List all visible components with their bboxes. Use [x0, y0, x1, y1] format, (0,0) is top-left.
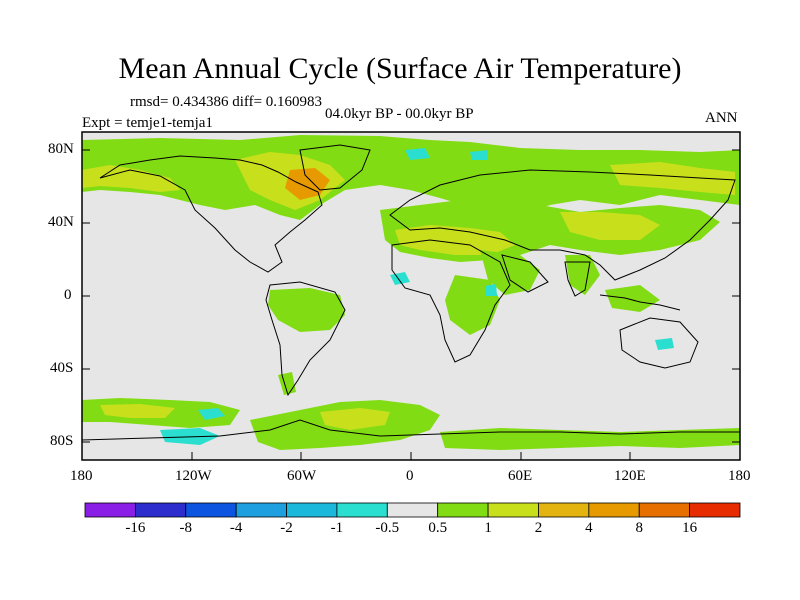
field-asia-warm — [560, 212, 660, 240]
field-southern-ocean-east-warm — [320, 408, 390, 430]
colorbar-swatch — [588, 502, 640, 518]
season-label: ANN — [705, 110, 738, 126]
lon-label-60e: 60E — [508, 468, 533, 484]
field-greenland-hot — [285, 168, 330, 200]
coast-arabia — [501, 254, 549, 293]
colorbar-tick-label: -16 — [125, 520, 146, 536]
anomaly-fields — [82, 135, 740, 450]
colorbar-tick-label: -0.5 — [375, 520, 400, 536]
field-cool-barents — [405, 148, 430, 160]
colorbar-tick-label: -4 — [229, 520, 243, 536]
colorbar-tick-label: -8 — [179, 520, 193, 536]
colorbar-swatch — [235, 502, 287, 518]
colorbar-swatch — [84, 502, 136, 518]
field-india — [565, 255, 600, 295]
field-cool-east-africa — [485, 284, 497, 296]
period-label: 04.0kyr BP - 00.0kyr BP — [325, 106, 474, 122]
field-north-america-arctic — [82, 135, 740, 220]
axis-ticks — [81, 149, 741, 460]
colorbar-tick-label: -1 — [330, 520, 344, 536]
lat-label-0: 0 — [64, 287, 72, 303]
lon-label-60w: 60W — [287, 468, 317, 484]
coast-australia — [619, 317, 699, 369]
lat-label-80s: 80S — [50, 433, 74, 449]
field-mediterranean-warm — [395, 225, 515, 255]
colorbar-swatch — [437, 502, 489, 518]
field-cool-australia — [655, 338, 674, 350]
field-cool-sahara — [390, 272, 410, 285]
coast-africa — [391, 239, 511, 363]
colorbar-tick-label: 1 — [484, 520, 492, 536]
colorbar-tick-label: 2 — [534, 520, 543, 536]
colorbar-swatch — [638, 502, 691, 518]
colorbar-swatch — [538, 502, 590, 518]
coast-south-america — [265, 281, 346, 397]
coast-greenland — [299, 144, 371, 191]
lat-label-40s: 40S — [50, 360, 74, 376]
lon-label-180w: 180 — [70, 468, 93, 484]
colorbar-tick-label: 8 — [635, 520, 643, 536]
field-alaska-warm — [82, 165, 180, 192]
colorbar-tick-label: 0.5 — [428, 520, 448, 536]
colorbar-swatch — [185, 502, 237, 518]
coast-india — [564, 261, 591, 297]
field-southeast-asia — [605, 285, 660, 312]
lat-label-80n: 80N — [48, 141, 74, 157]
colorbar-swatch — [386, 502, 439, 518]
field-antarctic-coast — [440, 428, 740, 450]
coast-north-america — [99, 155, 323, 273]
chart-title: Mean Annual Cycle (Surface Air Temperatu… — [118, 52, 682, 85]
lon-label-180e: 180 — [728, 468, 751, 484]
field-siberia-warm — [610, 162, 735, 195]
colorbar-swatch — [336, 502, 388, 518]
colorbar-swatch — [286, 502, 338, 518]
coast-indonesia — [599, 294, 681, 311]
coast-antarctica — [81, 419, 740, 441]
field-cool-siberia — [470, 150, 488, 160]
colorbar-tick-label: 4 — [585, 520, 593, 536]
coastlines — [81, 144, 740, 441]
experiment-label: Expt = temje1-temja1 — [82, 115, 213, 131]
colorbar-swatch — [689, 502, 741, 518]
colorbar-tick-label: 16 — [682, 520, 698, 536]
stats-label: rmsd= 0.434386 diff= 0.160983 — [130, 94, 323, 110]
colorbar-swatch — [487, 502, 539, 518]
coast-europe-asia — [389, 169, 736, 281]
lon-label-120w: 120W — [175, 468, 212, 484]
colorbar — [84, 502, 741, 518]
field-cool-south-atlantic — [198, 408, 225, 420]
lon-label-0: 0 — [406, 468, 414, 484]
lon-label-120e: 120E — [614, 468, 646, 484]
lat-label-40n: 40N — [48, 214, 74, 230]
colorbar-tick-label: -2 — [280, 520, 293, 536]
field-amazon — [268, 288, 345, 332]
colorbar-swatch — [134, 502, 187, 518]
field-southern-ocean-west-warm — [100, 404, 175, 418]
